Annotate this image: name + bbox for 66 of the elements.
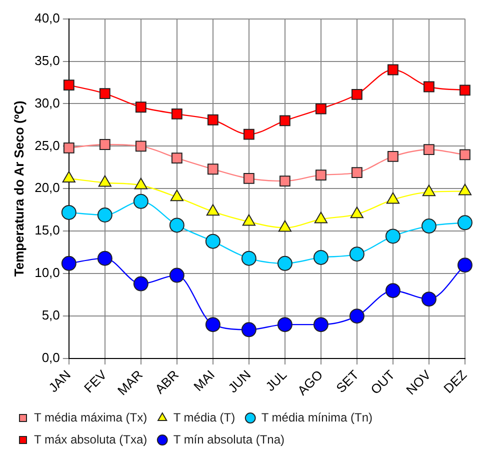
point <box>169 218 184 233</box>
y-tick-label: 30,0 <box>34 95 60 110</box>
point <box>243 128 254 140</box>
y-tick-label: 5,0 <box>42 308 60 323</box>
point <box>385 283 400 298</box>
point <box>457 215 472 230</box>
point <box>349 308 364 324</box>
point <box>135 140 146 152</box>
point <box>460 149 470 160</box>
point <box>315 170 326 181</box>
point <box>61 256 76 271</box>
point <box>169 268 184 283</box>
point <box>352 167 362 178</box>
point <box>171 108 182 120</box>
point <box>171 152 182 164</box>
y-tick-label: 0,0 <box>42 350 60 366</box>
point <box>205 317 220 332</box>
point <box>421 218 436 234</box>
x-tick-label: JAN <box>46 367 74 396</box>
point <box>207 164 218 175</box>
point <box>207 114 218 126</box>
point <box>313 317 328 332</box>
y-tick-label: 20,0 <box>34 180 60 196</box>
point <box>63 80 74 90</box>
point <box>424 144 434 156</box>
y-tick-label: 25,0 <box>34 138 60 153</box>
point <box>460 84 470 96</box>
x-tick-label: MAI <box>190 367 218 394</box>
point <box>385 228 400 244</box>
point <box>99 88 110 99</box>
legend-label: T máx absoluta (Txa) <box>34 432 148 446</box>
legend-label: T média (T) <box>173 410 236 424</box>
point <box>279 176 290 186</box>
point <box>313 250 328 265</box>
point <box>97 208 112 222</box>
point <box>277 317 292 332</box>
legend-label: T mín absoluta (Tna) <box>173 432 285 446</box>
point <box>97 250 112 266</box>
point <box>315 103 326 114</box>
y-tick-label: 15,0 <box>34 222 60 238</box>
x-tick-label: JUL <box>262 367 290 394</box>
point <box>205 234 220 249</box>
legend-label: T média máxima (Tx) <box>34 410 148 424</box>
point <box>388 64 398 76</box>
point <box>61 204 76 220</box>
point <box>99 139 110 150</box>
point <box>241 250 256 266</box>
y-tick-label: 10,0 <box>34 265 60 280</box>
point <box>388 150 398 162</box>
point <box>243 173 254 184</box>
point <box>421 292 436 307</box>
point <box>133 276 148 292</box>
point <box>133 194 148 209</box>
legend-label: T média mínima (Tn) <box>261 410 372 424</box>
point <box>349 246 364 262</box>
point <box>135 102 146 113</box>
point <box>457 258 472 273</box>
point <box>277 256 292 271</box>
point <box>63 142 74 154</box>
point <box>279 115 290 126</box>
point <box>241 322 256 338</box>
y-tick-label: 35,0 <box>34 52 60 68</box>
point <box>424 81 434 92</box>
y-tick-label: 40,0 <box>34 10 60 26</box>
y-axis-title: Temperatura do Ar Seco (ºC) <box>11 100 26 277</box>
point <box>352 88 362 100</box>
